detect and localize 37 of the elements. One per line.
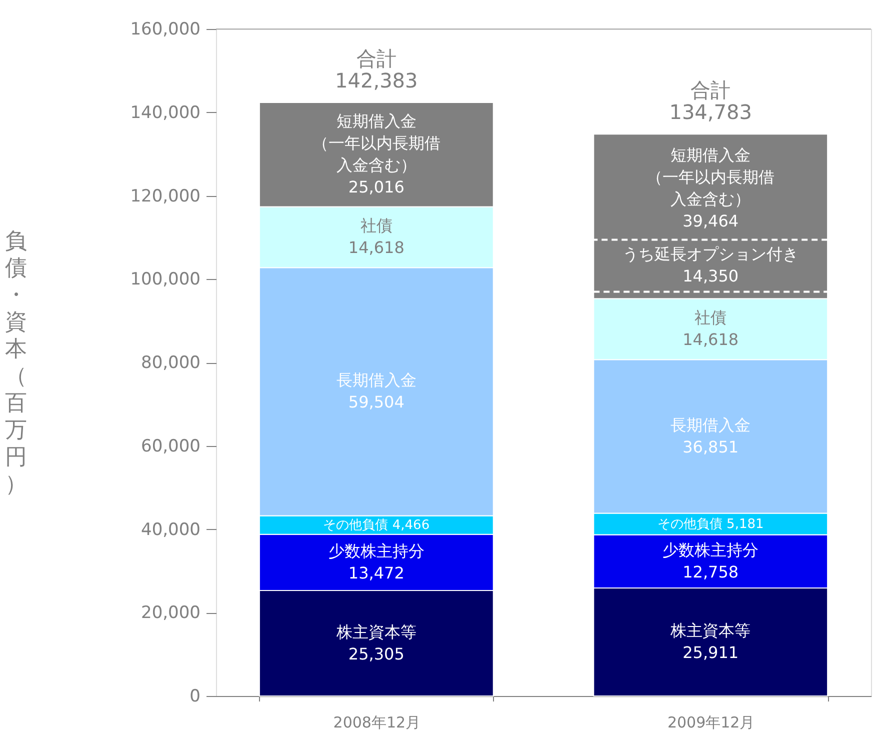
data-label: 25,016 bbox=[348, 178, 404, 197]
data-label: 12,758 bbox=[682, 562, 739, 582]
y-tick-label: 120,000 bbox=[130, 186, 200, 206]
total-label: 合計 134,783 bbox=[669, 78, 752, 124]
y-tick-label: 100,000 bbox=[130, 270, 200, 290]
data-label: 39,464 bbox=[682, 211, 739, 230]
data-label: 25,305 bbox=[348, 644, 404, 664]
text: 少数株主持分 bbox=[328, 541, 424, 560]
series-label: 少数株主持分 bbox=[662, 540, 759, 560]
series-label: 株主資本等 bbox=[335, 622, 416, 642]
data-label: 59,504 bbox=[348, 392, 404, 412]
series-label: 長期借入金 bbox=[670, 415, 751, 434]
series-label: 短期借入金（一年以内長期借入金含む） bbox=[312, 112, 440, 175]
data-label: 14,618 bbox=[682, 330, 739, 350]
x-tick-label: 2009年12月 bbox=[667, 714, 755, 731]
text: 長期借入金 bbox=[336, 370, 416, 390]
y-tick-label: 40,000 bbox=[141, 520, 200, 540]
y-tick-label: 0 bbox=[190, 686, 200, 706]
text: 社債 bbox=[694, 308, 727, 328]
annotation: うち延長オプション付き 14,350 bbox=[622, 244, 799, 286]
y-tick-label: 20,000 bbox=[141, 603, 200, 624]
y-tick-label: 60,000 bbox=[141, 436, 200, 456]
text: 負債・資本（百万円） bbox=[5, 229, 27, 497]
data-label: 14,618 bbox=[348, 238, 404, 258]
y-tick-label: 140,000 bbox=[130, 102, 200, 123]
data-label: 36,851 bbox=[682, 437, 739, 456]
total-label: 合計 142,383 bbox=[335, 46, 418, 92]
y-tick-label: 80,000 bbox=[141, 353, 200, 373]
data-label: 13,472 bbox=[348, 563, 404, 582]
x-tick-label: 2008年12月 bbox=[333, 714, 421, 731]
data-label: 25,911 bbox=[682, 642, 739, 662]
y-tick-label: 160,000 bbox=[130, 20, 200, 40]
text: その他負債 5,181 bbox=[657, 517, 764, 532]
text: 短期借入金（一年以内長期借入金含む） bbox=[646, 145, 775, 208]
text: その他負債 4,466 bbox=[323, 518, 430, 534]
text: 株主資本等 bbox=[670, 620, 751, 640]
series-label: 社債 bbox=[360, 216, 392, 236]
